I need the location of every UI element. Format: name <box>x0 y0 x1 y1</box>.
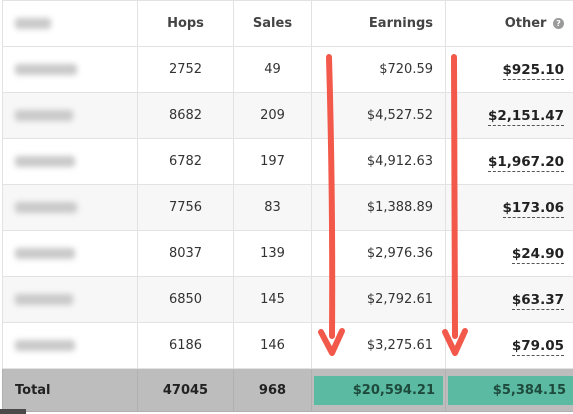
row-other[interactable]: $1,967.20 <box>487 153 564 172</box>
row-other[interactable]: $925.10 <box>502 61 564 80</box>
row-name-cell <box>2 46 138 93</box>
row-name-cell <box>2 322 138 369</box>
row-other[interactable]: $63.37 <box>511 291 564 310</box>
row-hops: 6186 <box>137 322 234 369</box>
row-name-cell <box>2 92 138 139</box>
row-sales: 209 <box>233 92 312 139</box>
row-hops: 6782 <box>137 138 234 185</box>
row-other[interactable]: $79.05 <box>511 337 564 356</box>
row-other-cell: $24.90 <box>445 230 573 277</box>
table-row: 8037 139 $2,976.36 $24.90 <box>2 230 573 277</box>
row-sales: 49 <box>233 46 312 93</box>
header-earnings[interactable]: Earnings <box>311 0 446 47</box>
row-sales: 83 <box>233 184 312 231</box>
row-other-cell: $1,967.20 <box>445 138 573 185</box>
header-name-redacted <box>15 18 51 29</box>
row-name-redacted <box>15 340 75 351</box>
header-sales[interactable]: Sales <box>233 0 312 47</box>
row-earnings: $3,275.61 <box>311 322 446 369</box>
row-hops: 7756 <box>137 184 234 231</box>
row-name-redacted <box>15 202 77 213</box>
table-row: 6186 146 $3,275.61 $79.05 <box>2 322 573 369</box>
table-body: 2752 49 $720.59 $925.10 8682 209 $4,527.52 $2,1… <box>2 46 573 369</box>
row-name-redacted <box>15 156 75 167</box>
row-name-redacted <box>15 248 75 259</box>
table-row: 8682 209 $4,527.52 $2,151.47 <box>2 92 573 139</box>
table-row: 7756 83 $1,388.89 $173.06 <box>2 184 573 231</box>
row-other-cell: $173.06 <box>445 184 573 231</box>
row-earnings: $1,388.89 <box>311 184 446 231</box>
row-hops: 8037 <box>137 230 234 277</box>
row-name-redacted <box>15 64 77 75</box>
row-other[interactable]: $173.06 <box>502 199 564 218</box>
row-earnings: $4,527.52 <box>311 92 446 139</box>
row-name-redacted <box>15 110 73 121</box>
row-name-cell <box>2 184 138 231</box>
header-other[interactable]: Other ? <box>445 0 573 47</box>
total-label: Total <box>2 368 138 412</box>
total-earnings: $20,594.21 <box>314 375 443 405</box>
row-other-cell: $2,151.47 <box>445 92 573 139</box>
row-sales: 139 <box>233 230 312 277</box>
table-row: 6850 145 $2,792.61 $63.37 <box>2 276 573 323</box>
total-other: $5,384.15 <box>448 375 573 405</box>
row-earnings: $720.59 <box>311 46 446 93</box>
row-other[interactable]: $24.90 <box>511 245 564 264</box>
table-row: 6782 197 $4,912.63 $1,967.20 <box>2 138 573 185</box>
row-other-cell: $63.37 <box>445 276 573 323</box>
total-other-cell: $5,384.15 <box>445 368 573 412</box>
header-hops[interactable]: Hops <box>137 0 234 47</box>
table-total-row: Total 47045 968 $20,594.21 $5,384.15 <box>2 368 573 412</box>
corner-tag <box>0 409 26 414</box>
row-name-redacted <box>15 294 73 305</box>
row-earnings: $2,792.61 <box>311 276 446 323</box>
row-other-cell: $79.05 <box>445 322 573 369</box>
row-sales: 146 <box>233 322 312 369</box>
row-name-cell <box>2 230 138 277</box>
row-hops: 6850 <box>137 276 234 323</box>
total-hops: 47045 <box>137 368 234 412</box>
row-hops: 8682 <box>137 92 234 139</box>
row-sales: 145 <box>233 276 312 323</box>
row-sales: 197 <box>233 138 312 185</box>
table-header-row: Hops Sales Earnings Other ? <box>2 0 573 47</box>
row-hops: 2752 <box>137 46 234 93</box>
question-circle-icon[interactable]: ? <box>553 18 564 29</box>
row-other[interactable]: $2,151.47 <box>487 107 564 126</box>
row-earnings: $2,976.36 <box>311 230 446 277</box>
row-other-cell: $925.10 <box>445 46 573 93</box>
header-name <box>2 0 138 47</box>
row-name-cell <box>2 276 138 323</box>
total-sales: 968 <box>233 368 312 412</box>
total-earnings-cell: $20,594.21 <box>311 368 446 412</box>
row-name-cell <box>2 138 138 185</box>
row-earnings: $4,912.63 <box>311 138 446 185</box>
header-other-label: Other <box>504 16 547 31</box>
table-row: 2752 49 $720.59 $925.10 <box>2 46 573 93</box>
